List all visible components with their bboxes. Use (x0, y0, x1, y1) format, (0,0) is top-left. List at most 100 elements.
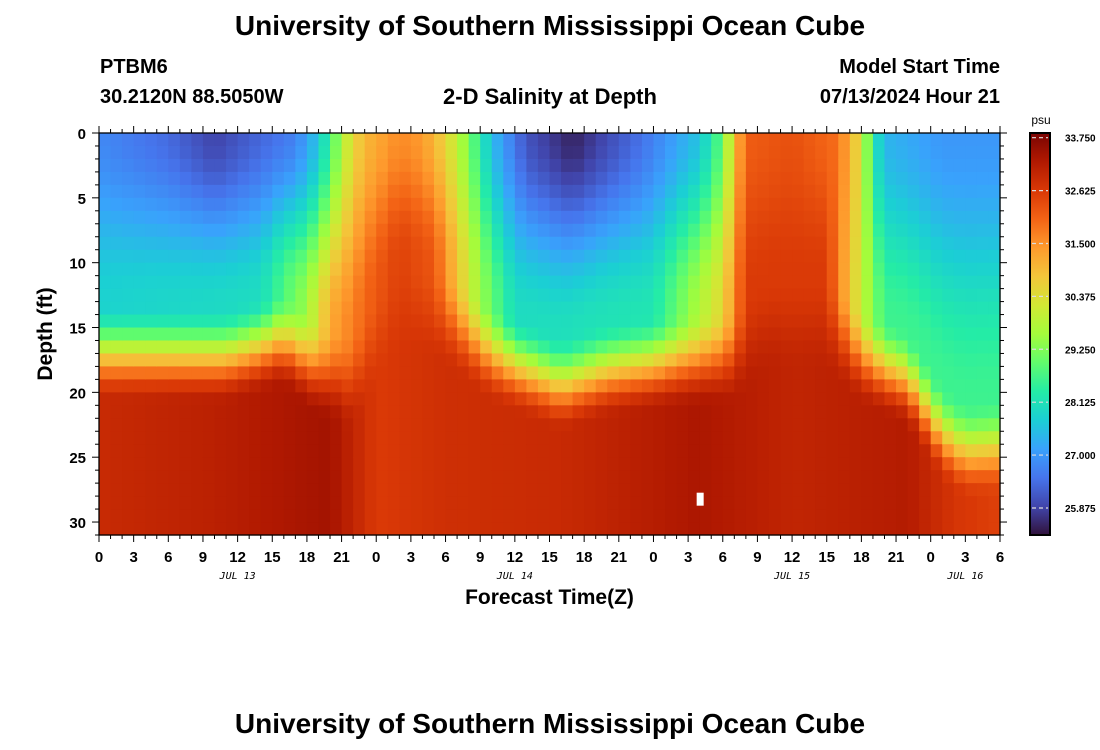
heatmap-cell (168, 470, 181, 484)
heatmap-cell (757, 288, 770, 303)
heatmap-cell (249, 327, 262, 342)
heatmap-cell (884, 210, 897, 225)
heatmap-cell (318, 509, 331, 523)
heatmap-cell (838, 210, 851, 225)
heatmap-cell (607, 249, 620, 264)
heatmap-cell (364, 262, 377, 277)
heatmap-cell (145, 353, 158, 368)
heatmap-cell (341, 379, 354, 393)
heatmap-cell (849, 431, 862, 445)
heatmap-cell (815, 418, 828, 432)
heatmap-cell (260, 288, 273, 303)
heatmap-cell (353, 197, 366, 212)
heatmap-cell (688, 288, 701, 303)
heatmap-cell (272, 133, 285, 147)
heatmap-cell (537, 197, 551, 212)
heatmap-cell (156, 483, 169, 497)
heatmap-cell (237, 340, 250, 355)
heatmap-cell (99, 353, 112, 368)
heatmap-cell (249, 249, 262, 264)
heatmap-cell (688, 366, 701, 380)
heatmap-cell (526, 509, 539, 523)
x-tick-label: 9 (476, 549, 484, 566)
heatmap-cell (988, 379, 1001, 393)
heatmap-cell (768, 483, 782, 497)
heatmap-cell (722, 223, 735, 238)
heatmap-cell (653, 353, 666, 368)
heatmap-cell (988, 444, 1001, 458)
heatmap-cell (549, 353, 562, 368)
heatmap-cell (133, 171, 146, 186)
heatmap-cell (272, 379, 285, 393)
heatmap-cell (953, 145, 966, 160)
heatmap-cell (653, 509, 666, 523)
heatmap-cell (757, 379, 770, 393)
heatmap-cell (491, 145, 504, 160)
heatmap-cell (272, 249, 285, 264)
heatmap-cell (168, 210, 181, 225)
heatmap-cell (988, 431, 1001, 445)
heatmap-cell (884, 353, 897, 368)
heatmap-cell (630, 431, 643, 445)
heatmap-cell (595, 236, 608, 251)
heatmap-cell (584, 444, 597, 458)
heatmap-cell (526, 133, 539, 147)
heatmap-cell (122, 327, 135, 342)
heatmap-cell (202, 210, 216, 225)
heatmap-cell (145, 509, 158, 523)
heatmap-cell (491, 405, 504, 419)
heatmap-cell (503, 314, 516, 329)
heatmap-cell (399, 236, 412, 251)
heatmap-cell (480, 301, 493, 316)
heatmap-cell (607, 275, 620, 290)
heatmap-cell (330, 431, 343, 445)
heatmap-cell (202, 392, 216, 406)
heatmap-cell (341, 158, 354, 173)
heatmap-cell (907, 210, 920, 225)
heatmap-cell (341, 522, 354, 536)
heatmap-cell (133, 249, 146, 264)
heatmap-cell (237, 314, 250, 329)
heatmap-cell (237, 301, 250, 316)
heatmap-cell (226, 314, 239, 329)
heatmap-cell (491, 223, 504, 238)
heatmap-cell (318, 340, 331, 355)
heatmap-cell (699, 236, 712, 251)
heatmap-cell (618, 444, 631, 458)
heatmap-cell (930, 288, 943, 303)
heatmap-cell (699, 509, 712, 523)
heatmap-cell (272, 327, 285, 342)
heatmap-cell (930, 236, 943, 251)
heatmap-cell (618, 405, 631, 419)
heatmap-cell (607, 392, 620, 406)
heatmap-cell (156, 431, 169, 445)
heatmap-cell (387, 444, 400, 458)
heatmap-cell (156, 444, 169, 458)
heatmap-cell (295, 197, 308, 212)
heatmap-cell (503, 353, 516, 368)
heatmap-cell (387, 249, 400, 264)
heatmap-cell (688, 184, 701, 199)
heatmap-cell (572, 509, 585, 523)
heatmap-cell (849, 171, 862, 186)
heatmap-cell (226, 158, 239, 173)
heatmap-cell (976, 483, 990, 497)
heatmap-cell (861, 431, 874, 445)
heatmap-cell (537, 327, 551, 342)
heatmap-cell (445, 431, 458, 445)
heatmap-cell (815, 457, 828, 471)
heatmap-cell (607, 483, 620, 497)
heatmap-cell (457, 405, 470, 419)
heatmap-cell (480, 353, 493, 368)
heatmap-cell (884, 314, 897, 329)
heatmap-cell (503, 262, 516, 277)
heatmap-cell (306, 431, 320, 445)
heatmap-cell (364, 236, 377, 251)
heatmap-cell (838, 171, 851, 186)
heatmap-cell (537, 171, 551, 186)
heatmap-cell (318, 405, 331, 419)
heatmap-cell (976, 210, 990, 225)
heatmap-cell (896, 133, 909, 147)
heatmap-cell (826, 431, 839, 445)
heatmap-cell (468, 457, 481, 471)
